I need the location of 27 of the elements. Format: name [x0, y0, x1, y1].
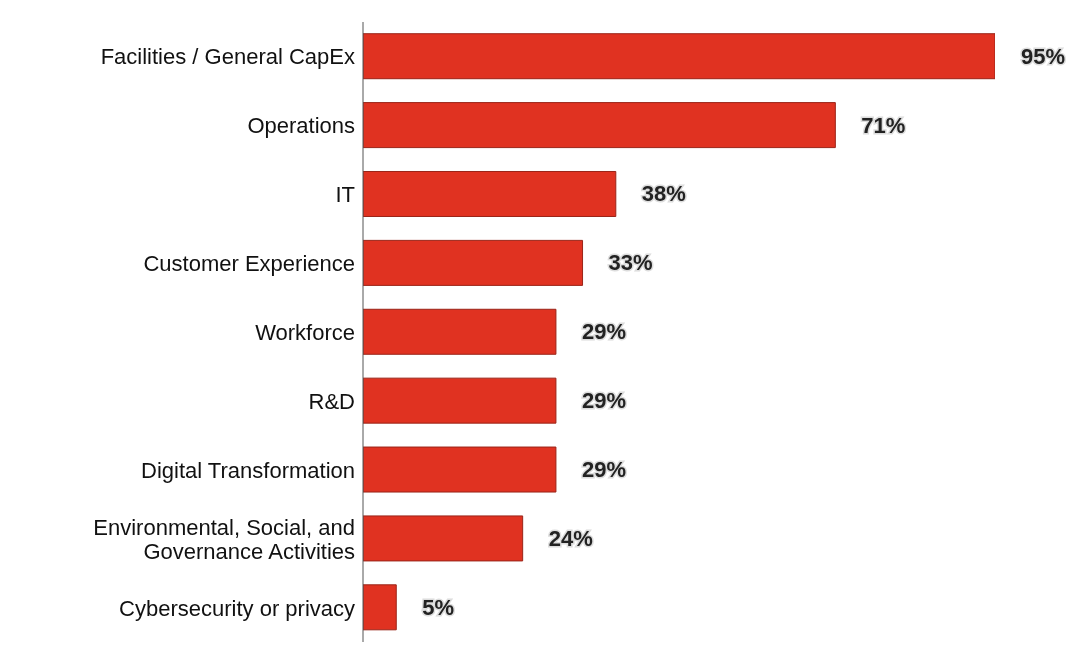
y-tick-label: Environmental, Social, and Governance Activities: [93, 514, 355, 564]
bar: [363, 377, 557, 424]
bar: [363, 584, 397, 631]
data-label: 71%: [861, 112, 906, 138]
data-label: 29%: [581, 388, 626, 414]
bar: [363, 170, 617, 217]
y-tick-label: IT: [335, 181, 355, 207]
y-tick-label: Operations: [247, 112, 355, 138]
data-label: 29%: [581, 319, 626, 345]
y-tick-label: Facilities / General CapEx: [100, 43, 355, 69]
y-tick-label: R&D: [308, 388, 355, 414]
data-label: 38%: [641, 181, 686, 207]
bar: [363, 102, 836, 149]
y-tick-label: Digital Transformation: [141, 457, 355, 483]
bar: [363, 239, 584, 286]
data-label: 29%: [581, 457, 626, 483]
y-tick-label: Customer Experience: [143, 250, 355, 276]
data-label: 33%: [608, 250, 653, 276]
data-label: 5%: [422, 594, 455, 620]
y-tick-label: Workforce: [255, 319, 355, 345]
y-tick-label: Cybersecurity or privacy: [119, 595, 355, 621]
data-label: 95%: [1021, 43, 1066, 69]
bar: [363, 33, 995, 80]
data-label: 24%: [548, 525, 593, 551]
bar: [363, 308, 557, 355]
bar: [363, 515, 524, 562]
bar: [363, 446, 557, 493]
